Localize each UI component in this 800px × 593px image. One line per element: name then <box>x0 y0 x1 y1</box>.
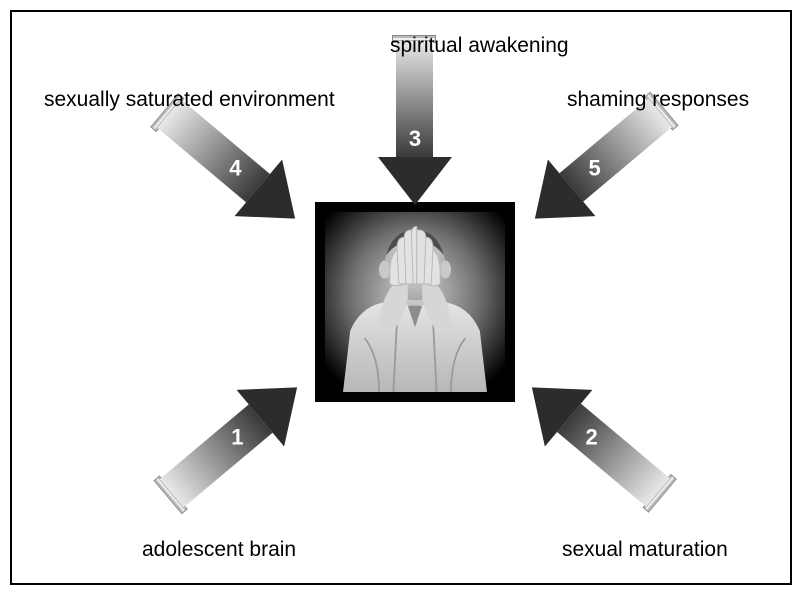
arrow-number-1: 1 <box>224 425 250 451</box>
arrow-label-2: sexual maturation <box>562 538 728 562</box>
arrow-shaft <box>560 99 673 202</box>
central-image <box>315 202 515 402</box>
arrow-number-3: 3 <box>402 126 428 152</box>
arrow-label-4: sexually saturated environment <box>44 88 335 112</box>
arrow-shaft <box>158 99 271 202</box>
despair-figure-icon <box>325 212 505 392</box>
diagram-frame: 1 adolescent brain 2 sexual maturation 3 spir… <box>10 10 792 585</box>
arrow-label-5: shaming responses <box>567 88 749 112</box>
arrow-3: 3 <box>378 35 452 205</box>
arrow-head <box>378 157 452 205</box>
arrow-number-5: 5 <box>582 155 608 181</box>
arrow-number-4: 4 <box>222 155 248 181</box>
arrow-shaft <box>160 404 273 507</box>
arrow-label-1: adolescent brain <box>142 538 296 562</box>
central-image-inner <box>325 212 505 392</box>
arrow-shaft <box>557 404 670 507</box>
arrow-2: 2 <box>508 359 686 525</box>
arrow-label-3: spiritual awakening <box>390 34 569 58</box>
arrow-number-2: 2 <box>579 425 605 451</box>
arrow-1: 1 <box>143 359 321 525</box>
